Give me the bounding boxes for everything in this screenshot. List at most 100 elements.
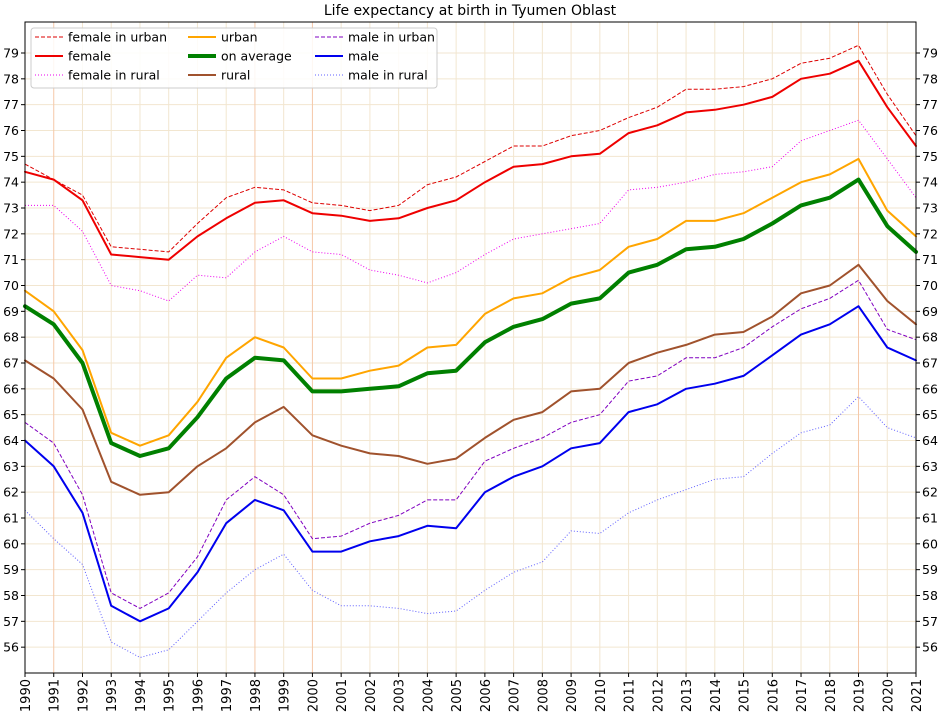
legend-label: on average [221,49,292,64]
y-tick-label-left: 60 [3,536,19,551]
y-tick-label-right: 69 [922,304,938,319]
legend-label: male in urban [348,30,435,45]
x-tick-label: 2000 [306,679,321,712]
x-tick-label: 2012 [651,679,666,712]
y-tick-label-left: 63 [3,459,19,474]
x-tick-label: 2009 [565,679,580,712]
legend-label: female in rural [68,68,160,83]
y-tick-label-left: 70 [3,278,19,293]
x-tick-label: 1994 [134,679,149,712]
y-tick-label-right: 61 [922,511,938,526]
series-layer [23,44,918,658]
y-tick-label-right: 67 [922,356,938,371]
y-tick-label-left: 69 [3,304,19,319]
y-tick-label-right: 76 [922,123,938,138]
x-tick-label: 2017 [795,679,810,712]
x-tick-label: 2007 [508,679,523,712]
legend-label: rural [221,68,250,83]
x-tick-label: 2013 [680,679,695,712]
y-tick-label-left: 62 [3,485,19,500]
series-line-male [24,305,917,623]
legend-label: male [348,49,379,64]
y-tick-label-left: 68 [3,330,19,345]
y-tick-label-right: 75 [922,149,938,164]
y-tick-label-right: 65 [922,407,938,422]
y-tick-label-right: 59 [922,562,938,577]
x-tick-label: 1991 [48,679,63,712]
x-tick-label: 2018 [824,679,839,712]
y-tick-label-left: 78 [3,71,19,86]
y-tick-label-right: 62 [922,485,938,500]
y-tick-label-left: 76 [3,123,19,138]
x-tick-label: 2015 [738,679,753,712]
y-tick-label-left: 74 [3,175,19,190]
legend-label: urban [221,30,258,45]
y-tick-label-right: 77 [922,97,938,112]
x-tick-label: 1998 [249,679,264,712]
y-tick-label-right: 58 [922,588,938,603]
y-tick-label-left: 71 [3,252,19,267]
x-tick-label: 2019 [853,679,868,712]
y-tick-label-right: 79 [922,46,938,61]
x-tick-label: 2002 [364,679,379,712]
series-line-urban [24,157,917,447]
y-tick-label-left: 57 [3,614,19,629]
x-tick-label: 2011 [623,679,638,712]
x-tick-label: 1995 [163,679,178,712]
y-tick-label-right: 70 [922,278,938,293]
y-tick-label-right: 78 [922,71,938,86]
grid-layer [24,22,917,673]
y-tick-label-left: 73 [3,201,19,216]
y-tick-label-right: 73 [922,201,938,216]
y-tick-label-left: 67 [3,356,19,371]
y-tick-label-right: 60 [922,536,938,551]
x-tick-label: 2008 [536,679,551,712]
series-line-female [24,59,917,261]
y-tick-label-left: 77 [3,97,19,112]
chart-title: Life expectancy at birth in Tyumen Oblas… [324,3,617,19]
y-tick-label-right: 74 [922,175,938,190]
series-line-female-in-urban [24,44,917,253]
series-line-rural [24,263,917,496]
x-tick-label: 2021 [910,679,925,712]
y-tick-label-left: 66 [3,381,19,396]
legend-box [30,27,438,89]
y-tick-label-left: 61 [3,511,19,526]
x-tick-label: 2010 [594,679,609,712]
y-tick-label-left: 59 [3,562,19,577]
y-tick-label-right: 71 [922,252,938,267]
series-line-female-in-rural [25,119,917,302]
x-tick-label: 1993 [105,679,120,712]
y-tick-label-right: 68 [922,330,938,345]
x-tick-label: 2003 [393,679,408,712]
y-tick-label-right: 64 [922,433,938,448]
x-tick-label: 1999 [278,679,293,712]
series-line-on-average [23,177,918,458]
plot-area-frame [24,21,917,674]
x-tick-label: 2005 [450,679,465,712]
x-tick-label: 2014 [709,679,724,712]
legend-label: male in rural [348,68,428,83]
x-tick-label: 2016 [766,679,781,712]
legend-label: female in urban [68,30,167,45]
y-tick-label-right: 66 [922,381,938,396]
axis-layer: 56 56 57 57 58 58 59 59 60 60 61 61 62 62 63 63 64 64 65 65… [3,46,938,713]
y-tick-label-left: 56 [3,640,19,655]
x-tick-label: 2006 [479,679,494,712]
y-tick-label-left: 75 [3,149,19,164]
legend: female in urban female female in rural urba… [30,27,438,89]
x-tick-label: 2004 [421,679,436,712]
legend-label: female [68,49,111,64]
y-tick-label-left: 79 [3,46,19,61]
y-tick-label-right: 57 [922,614,938,629]
y-tick-label-left: 65 [3,407,19,422]
series-line-male-in-urban [24,279,917,609]
x-tick-label: 1990 [19,679,34,712]
y-tick-label-right: 56 [922,640,938,655]
series-line-male-in-rural [24,396,917,658]
x-tick-label: 1997 [220,679,235,712]
x-tick-label: 1992 [76,679,91,712]
x-tick-label: 2020 [881,679,896,712]
y-tick-label-left: 58 [3,588,19,603]
